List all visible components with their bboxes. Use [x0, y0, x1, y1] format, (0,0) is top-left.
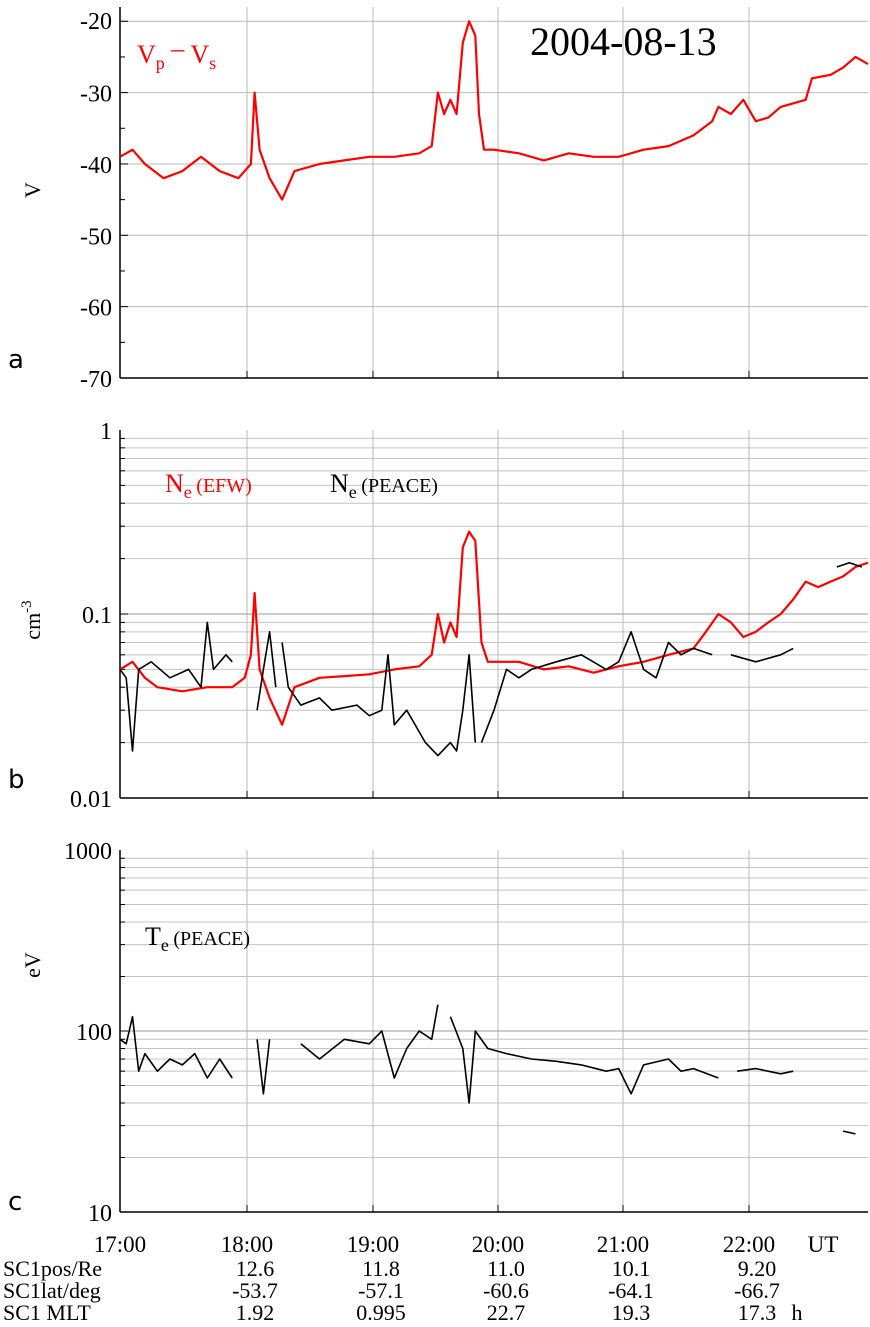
ephemeris-value: 10.1 — [612, 1256, 651, 1281]
ephemeris-value: 19.3 — [612, 1300, 651, 1325]
ephemeris-row-label: SC1lat/deg — [3, 1278, 101, 1303]
ephemeris-row-label: SC1pos/Re — [3, 1256, 102, 1281]
ephemeris-value: -53.7 — [232, 1278, 278, 1303]
ephemeris-table: SC1pos/Re 12.6 11.8 11.0 10.1 9.20 SC1lat/deg -… — [3, 1256, 803, 1325]
legend-ne-efw-part: e — [184, 482, 197, 502]
x-axis: 17:00 18:00 19:00 20:00 21:00 22:00 UT — [94, 1232, 839, 1257]
x-unit-label: UT — [808, 1232, 839, 1257]
legend-ne-efw-part: N — [165, 469, 184, 498]
panels: -20 -30 -40 -50 -60 -70 Va Vp – Vs 2004-08-13 1 0.… — [8, 7, 869, 1227]
grid — [120, 850, 868, 1212]
ephemeris-value: 1.92 — [236, 1300, 275, 1325]
vp-vs-label-part: s — [209, 53, 216, 73]
y-axis-label: eV — [20, 952, 45, 978]
panel-letter: b — [8, 765, 25, 795]
x-tick-label: 17:00 — [94, 1232, 146, 1257]
y-tick-label: 100 — [76, 1020, 112, 1046]
panel-letter: a — [8, 345, 24, 375]
series-line-peace — [119, 1004, 856, 1135]
y-tick-label: -40 — [80, 153, 112, 179]
y-tick-label: -60 — [80, 296, 112, 322]
y-axis-label-exponent: -3 — [19, 600, 35, 613]
vp-vs-label-part: – — [165, 34, 191, 63]
y-tick-label: -50 — [80, 224, 112, 250]
legend-ne-peace: Ne (PEACE) — [330, 469, 438, 502]
ephemeris-value: 11.0 — [487, 1256, 525, 1281]
legend-te-peace-part: e — [161, 935, 174, 955]
ephemeris-value: 12.6 — [236, 1256, 275, 1281]
x-tick-label: 21:00 — [597, 1232, 649, 1257]
y-axis-label: V — [20, 182, 45, 198]
y-tick-label: -70 — [80, 367, 112, 393]
vp-vs-label-part: V — [190, 40, 209, 69]
ephemeris-value: 22.7 — [487, 1300, 526, 1325]
legend-ne-peace-part: N — [330, 469, 349, 498]
y-tick-label: 10 — [88, 1201, 112, 1227]
grid — [120, 430, 868, 798]
y-tick-label: 1000 — [64, 839, 112, 865]
ephemeris-value: -57.1 — [358, 1278, 404, 1303]
series-line-peace — [119, 561, 863, 757]
ephemeris-unit: h — [792, 1300, 803, 1325]
ephemeris-value: 9.20 — [738, 1256, 777, 1281]
ephemeris-value: -64.1 — [608, 1278, 654, 1303]
y-tick-label: 0.1 — [82, 603, 112, 629]
y-tick-label: -20 — [80, 9, 112, 35]
series-line-red — [119, 20, 869, 201]
legend-ne-efw-part: (EFW) — [196, 475, 252, 497]
y-tick-label: 0.01 — [70, 787, 112, 813]
ephemeris-value: 11.8 — [362, 1256, 400, 1281]
legend-te-peace-part: (PEACE) — [173, 928, 250, 950]
y-tick-label: -30 — [80, 82, 112, 108]
ephemeris-row-label: SC1 MLT — [3, 1300, 91, 1325]
panel-letter: c — [8, 1187, 22, 1217]
x-tick-label: 20:00 — [472, 1232, 524, 1257]
date-label: 2004-08-13 — [530, 19, 717, 64]
legend-ne-peace-part: (PEACE) — [361, 475, 438, 497]
panel-a: -20 -30 -40 -50 -60 -70 Va Vp – Vs 2004-08-13 — [8, 7, 869, 393]
x-tick-label: 18:00 — [221, 1232, 273, 1257]
vp-vs-label-part: V — [137, 40, 156, 69]
y-axis-label: cm-3 — [19, 600, 45, 639]
x-tick-label: 19:00 — [347, 1232, 399, 1257]
legend-ne-efw: Ne (EFW) — [165, 469, 252, 502]
grid — [120, 7, 868, 378]
series-line-efw — [119, 530, 869, 726]
vp-vs-label: Vp – Vs — [137, 34, 216, 73]
ephemeris-value: 17.3 — [738, 1300, 777, 1325]
y-tick-label: 1 — [100, 419, 112, 445]
legend-te-peace: Te (PEACE) — [145, 922, 250, 955]
legend-te-peace-part: T — [145, 922, 161, 951]
legend-ne-peace-part: e — [349, 482, 362, 502]
x-tick-label: 22:00 — [723, 1232, 775, 1257]
ephemeris-value: 0.995 — [356, 1300, 406, 1325]
vp-vs-label-part: p — [156, 53, 165, 73]
panel-c: 1000 100 10 eV c Te (PEACE) — [8, 839, 868, 1227]
ephemeris-value: -60.6 — [483, 1278, 529, 1303]
ephemeris-value: -66.7 — [734, 1278, 780, 1303]
